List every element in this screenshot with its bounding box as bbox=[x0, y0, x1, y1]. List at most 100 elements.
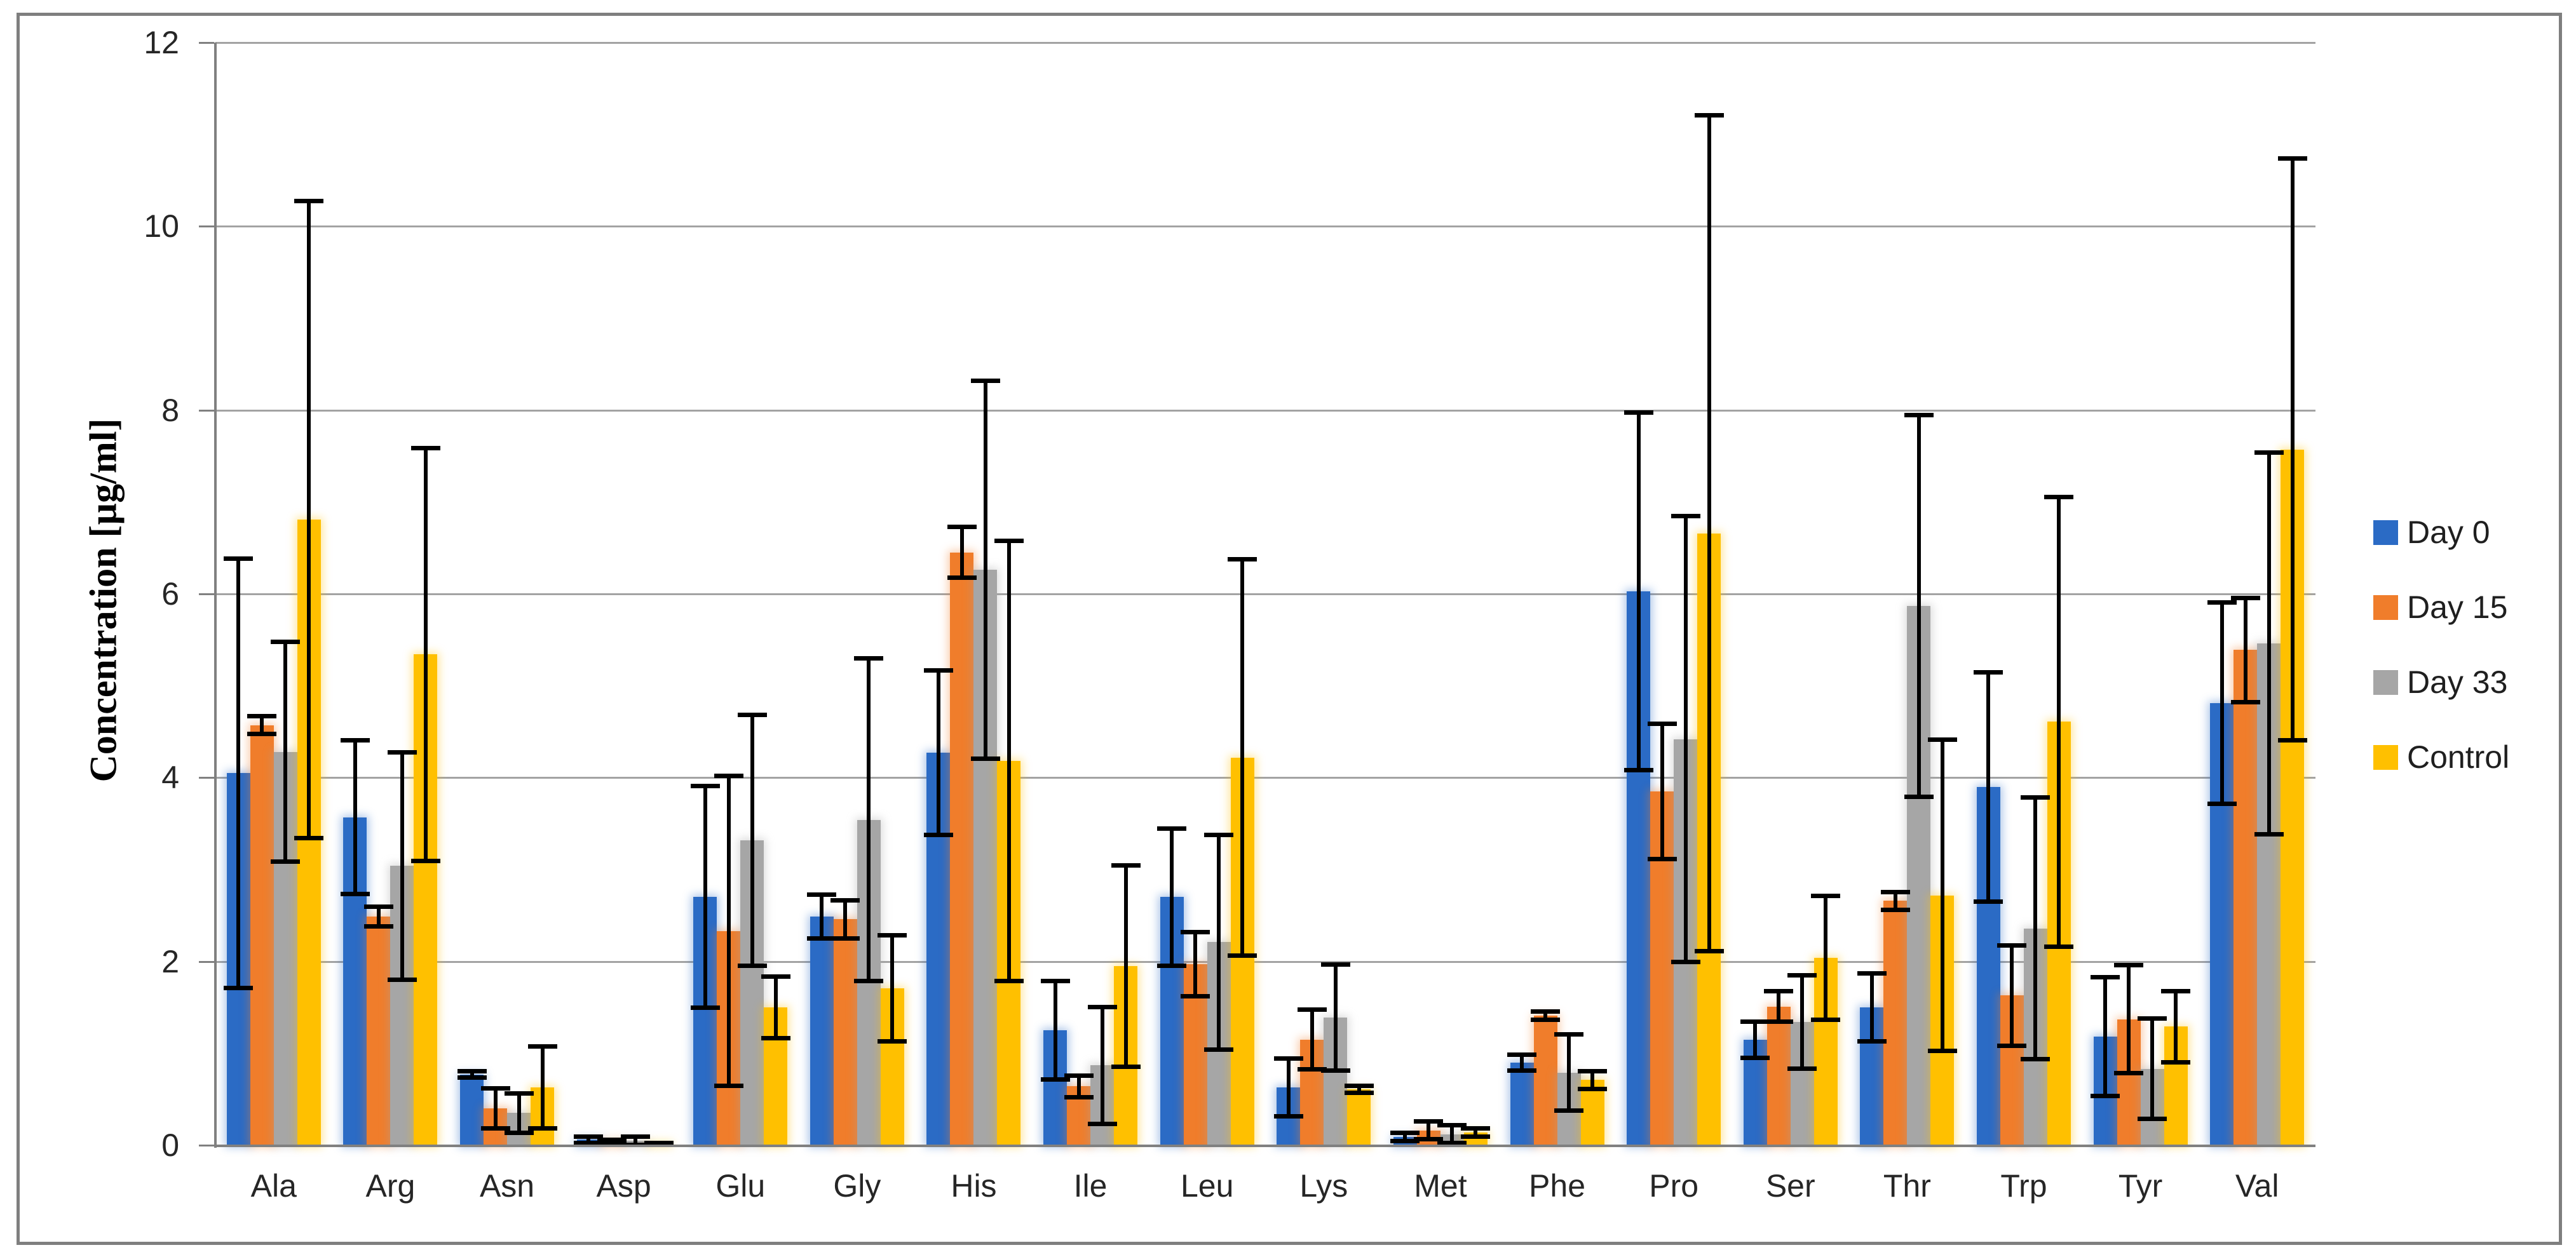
error-bar-Thr-Day-33 bbox=[1916, 414, 1921, 797]
error-bar-Val-Day-0-cap-bottom bbox=[2207, 802, 2237, 807]
error-bar-Glu-Day-33-cap-bottom bbox=[737, 963, 767, 968]
x-label-Arg: Arg bbox=[365, 1168, 416, 1204]
figure-border bbox=[17, 13, 2562, 1245]
error-bar-Asn-Day-33-cap-top bbox=[504, 1091, 534, 1096]
error-bar-Leu-Day-15-cap-bottom bbox=[1181, 993, 1210, 998]
y-axis-line bbox=[214, 43, 217, 1148]
gridline-10 bbox=[215, 225, 2315, 228]
bar-Thr-Day-15 bbox=[1883, 901, 1908, 1145]
y-tick-mark-6 bbox=[199, 593, 214, 595]
error-bar-Trp-Control-cap-bottom bbox=[2044, 944, 2074, 949]
error-bar-Asp-Day-33 bbox=[634, 1136, 638, 1145]
error-bar-His-Day-0-cap-top bbox=[923, 668, 953, 673]
error-bar-Ala-Day-33-cap-bottom bbox=[271, 859, 301, 864]
error-bar-Lys-Day-15 bbox=[1310, 1009, 1314, 1070]
error-bar-Lys-Day-33-cap-top bbox=[1320, 962, 1350, 967]
error-bar-Lys-Day-33-cap-bottom bbox=[1320, 1068, 1350, 1073]
error-bar-Asp-Day-0 bbox=[586, 1136, 591, 1144]
error-bar-Leu-Day-33 bbox=[1217, 835, 1221, 1050]
error-bar-Leu-Day-33-cap-bottom bbox=[1204, 1047, 1234, 1052]
x-label-Thr: Thr bbox=[1883, 1168, 1931, 1204]
error-bar-Leu-Day-15 bbox=[1193, 932, 1198, 997]
error-bar-Arg-Control-cap-top bbox=[410, 445, 440, 450]
error-bar-Lys-Control-cap-bottom bbox=[1344, 1090, 1374, 1095]
error-bar-Gly-Control bbox=[890, 934, 895, 1042]
error-bar-Pro-Day-0-cap-bottom bbox=[1624, 767, 1653, 772]
y-tick-mark-8 bbox=[199, 409, 214, 412]
legend-item-Day-0: Day 0 bbox=[2373, 516, 2509, 549]
bar-Arg-Day-15 bbox=[367, 916, 391, 1145]
error-bar-Thr-Control bbox=[1940, 739, 1944, 1052]
error-bar-Asn-Control-cap-bottom bbox=[527, 1126, 557, 1131]
bar-His-Day-15 bbox=[950, 552, 974, 1145]
error-bar-Glu-Day-0 bbox=[703, 786, 707, 1009]
error-bar-Thr-Day-15-cap-bottom bbox=[1880, 907, 1910, 912]
error-bar-Val-Day-33-cap-bottom bbox=[2254, 832, 2284, 837]
error-bar-Thr-Day-15-cap-top bbox=[1880, 889, 1910, 894]
error-bar-Ala-Day-33 bbox=[283, 642, 288, 863]
bar-Val-Day-15 bbox=[2234, 650, 2258, 1145]
error-bar-Gly-Day-0-cap-top bbox=[807, 892, 837, 897]
error-bar-Pro-Day-33-cap-top bbox=[1671, 514, 1700, 519]
error-bar-Asp-Day-15-cap-bottom bbox=[597, 1141, 627, 1146]
error-bar-Asn-Day-33-cap-bottom bbox=[504, 1131, 534, 1136]
error-bar-Val-Day-15-cap-bottom bbox=[2230, 699, 2260, 704]
error-bar-Glu-Day-15-cap-bottom bbox=[714, 1084, 743, 1089]
error-bar-Gly-Day-0-cap-bottom bbox=[807, 936, 837, 941]
y-tick-label-0: 0 bbox=[161, 1127, 179, 1163]
error-bar-Trp-Day-33-cap-bottom bbox=[2021, 1057, 2051, 1062]
error-bar-Trp-Day-0 bbox=[1986, 671, 1991, 902]
bar-Phe-Day-0 bbox=[1510, 1062, 1534, 1145]
error-bar-Arg-Day-33 bbox=[400, 751, 404, 980]
error-bar-Asn-Day-15 bbox=[493, 1088, 498, 1129]
error-bar-Ser-Day-0 bbox=[1753, 1021, 1758, 1058]
error-bar-Arg-Day-0-cap-top bbox=[340, 738, 370, 743]
error-bar-Trp-Day-33-cap-top bbox=[2021, 795, 2051, 800]
error-bar-Trp-Control-cap-top bbox=[2044, 494, 2074, 499]
x-label-Trp: Trp bbox=[2000, 1168, 2047, 1204]
error-bar-Glu-Day-0-cap-top bbox=[690, 784, 720, 789]
error-bar-Thr-Day-0-cap-top bbox=[1857, 971, 1887, 976]
error-bar-Asp-Day-0-cap-top bbox=[574, 1134, 604, 1139]
error-bar-Phe-Control bbox=[1590, 1070, 1595, 1089]
x-label-Gly: Gly bbox=[833, 1168, 881, 1204]
error-bar-Ala-Day-15-cap-top bbox=[247, 714, 277, 719]
error-bar-Tyr-Day-15 bbox=[2127, 965, 2131, 1074]
y-tick-mark-2 bbox=[199, 960, 214, 963]
error-bar-Ser-Day-15 bbox=[1777, 990, 1781, 1023]
error-bar-Asp-Day-33-cap-top bbox=[621, 1134, 651, 1139]
error-bar-Leu-Control-cap-bottom bbox=[1228, 953, 1257, 958]
error-bar-Gly-Day-15-cap-top bbox=[830, 897, 860, 903]
error-bar-Val-Day-15 bbox=[2243, 597, 2247, 702]
error-bar-Ile-Day-33 bbox=[1100, 1006, 1104, 1124]
error-bar-Phe-Day-15-cap-top bbox=[1531, 1009, 1561, 1014]
error-bar-His-Day-15-cap-bottom bbox=[947, 575, 977, 581]
error-bar-Gly-Day-33-cap-top bbox=[854, 656, 884, 661]
error-bar-Gly-Day-15 bbox=[843, 899, 848, 939]
gridline-4 bbox=[215, 777, 2315, 779]
error-bar-His-Control-cap-top bbox=[994, 539, 1024, 544]
error-bar-Tyr-Day-15-cap-top bbox=[2114, 963, 2144, 968]
error-bar-Arg-Day-33-cap-top bbox=[387, 749, 417, 755]
error-bar-Pro-Day-0-cap-top bbox=[1624, 410, 1653, 415]
legend-item-Day-33: Day 33 bbox=[2373, 666, 2509, 699]
bar-Asn-Day-0 bbox=[460, 1074, 484, 1145]
bar-Lys-Control bbox=[1347, 1089, 1371, 1145]
x-label-Leu: Leu bbox=[1180, 1168, 1234, 1204]
x-label-Val: Val bbox=[2235, 1168, 2279, 1204]
legend-label-Control: Control bbox=[2407, 739, 2510, 775]
error-bar-Pro-Day-15-cap-bottom bbox=[1647, 857, 1677, 862]
x-axis-baseline bbox=[215, 1145, 2315, 1147]
error-bar-Val-Control bbox=[2290, 158, 2295, 741]
legend-item-Control: Control bbox=[2373, 741, 2509, 774]
y-tick-label-4: 4 bbox=[161, 760, 179, 796]
y-tick-label-12: 12 bbox=[144, 25, 179, 60]
error-bar-Ile-Control-cap-bottom bbox=[1111, 1065, 1141, 1070]
error-bar-Arg-Day-0 bbox=[353, 740, 357, 895]
error-bar-Leu-Control-cap-top bbox=[1228, 557, 1257, 562]
error-bar-Glu-Day-15 bbox=[726, 776, 731, 1087]
error-bar-His-Day-33 bbox=[983, 380, 987, 760]
error-bar-Ser-Day-33-cap-bottom bbox=[1787, 1066, 1817, 1071]
error-bar-Val-Day-15-cap-top bbox=[2230, 595, 2260, 600]
error-bar-Tyr-Day-0-cap-top bbox=[2091, 975, 2120, 980]
